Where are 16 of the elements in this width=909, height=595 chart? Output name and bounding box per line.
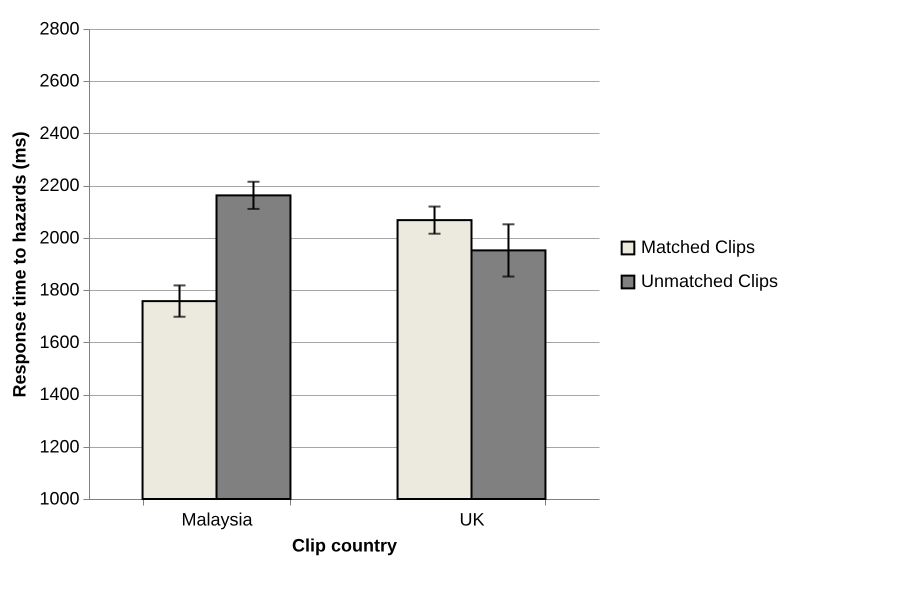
y-tick-label: 1600 — [39, 332, 80, 352]
y-tick-label: 1200 — [39, 436, 80, 456]
y-tick-label: 2800 — [39, 18, 80, 38]
x-axis-title: Clip country — [292, 536, 398, 556]
y-tick-label: 1800 — [39, 280, 80, 300]
legend-label: Matched Clips — [641, 237, 756, 257]
y-tick-label: 2200 — [39, 175, 80, 196]
y-tick-label: 2000 — [39, 227, 80, 248]
y-axis-title: Response time to hazards (ms) — [9, 131, 30, 398]
y-tick-label: 1000 — [39, 488, 80, 508]
x-tick-label: Malaysia — [181, 510, 254, 530]
y-tick-label: 1400 — [39, 384, 80, 404]
y-tick-label: 2400 — [39, 122, 80, 143]
y-tick-label: 2600 — [39, 70, 80, 91]
x-tick-label: UK — [459, 510, 485, 530]
legend-label: Unmatched Clips — [641, 271, 778, 291]
